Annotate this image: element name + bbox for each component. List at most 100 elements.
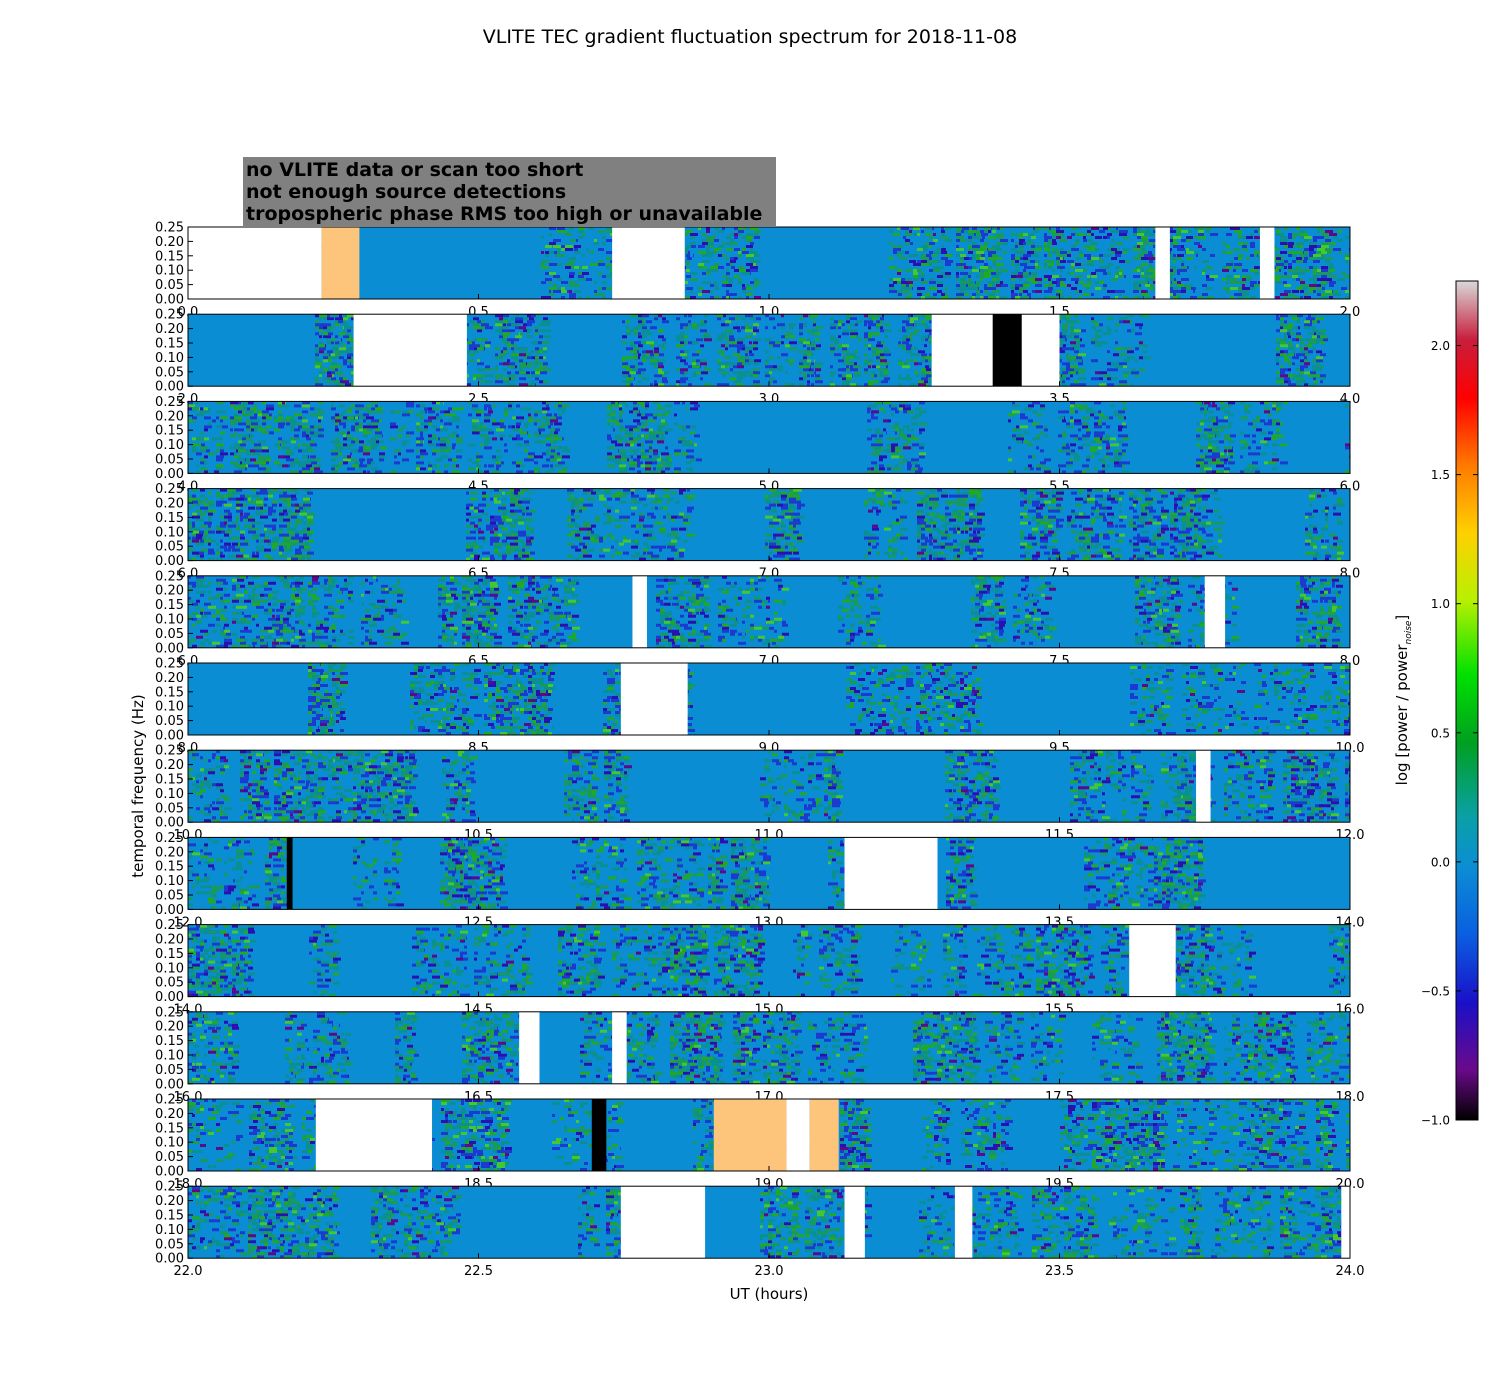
colorbar-tick-label: −1.0 bbox=[1421, 1114, 1450, 1128]
colorbar-tick-label: 0.0 bbox=[1431, 855, 1450, 869]
y-tick-label: 0.10 bbox=[155, 787, 184, 802]
colorbar-label-main: log [power / power bbox=[1393, 644, 1411, 786]
y-tick-label: 0.25 bbox=[155, 831, 184, 846]
spectrum-texture bbox=[188, 401, 1350, 474]
spectrum-texture bbox=[315, 314, 1327, 387]
y-tick-label: 0.20 bbox=[155, 933, 184, 948]
y-tick-label: 0.00 bbox=[155, 1252, 184, 1267]
y-tick-label: 0.00 bbox=[155, 641, 184, 656]
y-tick-label: 0.20 bbox=[155, 758, 184, 773]
no-data-flag bbox=[1155, 227, 1170, 299]
spectrum-texture bbox=[188, 488, 1342, 561]
y-tick-label: 0.05 bbox=[155, 278, 184, 293]
x-tick-label: 24.0 bbox=[1336, 1264, 1365, 1279]
spectrum-texture bbox=[188, 488, 1337, 561]
y-tick-label: 0.20 bbox=[155, 497, 184, 512]
colorbar-tick-label: 1.0 bbox=[1431, 597, 1450, 611]
y-tick-label: 0.25 bbox=[155, 308, 184, 323]
colorbar-tick-label: −0.5 bbox=[1421, 984, 1450, 998]
y-axis-label: temporal frequency (Hz) bbox=[129, 694, 147, 878]
no-data-flag bbox=[612, 1011, 627, 1084]
spectrum-heatmap bbox=[188, 575, 1350, 648]
spectrum-panel: 0.000.050.100.150.200.256.0 6.5 7.0 7.5 8.0 bbox=[155, 482, 1360, 581]
no-data-flag bbox=[315, 1099, 433, 1171]
y-tick-label: 0.20 bbox=[155, 1107, 184, 1122]
y-tick-label: 0.10 bbox=[155, 961, 184, 976]
y-tick-label: 0.10 bbox=[155, 1049, 184, 1064]
x-tick-label: 22.0 bbox=[174, 1264, 203, 1279]
y-tick-label: 0.10 bbox=[155, 1223, 184, 1238]
y-tick-label: 0.05 bbox=[155, 976, 184, 991]
spectrum-texture bbox=[312, 227, 1350, 299]
y-tick-label: 0.00 bbox=[155, 293, 184, 308]
y-tick-label: 0.20 bbox=[155, 671, 184, 686]
spectrum-heatmap bbox=[188, 314, 1350, 387]
spectrum-heatmap bbox=[188, 1186, 1350, 1259]
spectrum-texture bbox=[188, 488, 1343, 561]
no-data-flag bbox=[844, 837, 938, 910]
y-tick-label: 0.00 bbox=[155, 554, 184, 569]
x-tick-label: 22.5 bbox=[464, 1264, 493, 1279]
colorbar-tick-label: 0.5 bbox=[1431, 726, 1450, 740]
x-tick-label: 23.0 bbox=[755, 1264, 784, 1279]
y-tick-label: 0.25 bbox=[155, 482, 184, 497]
spectrum-texture bbox=[308, 227, 1342, 299]
spectrum-texture bbox=[200, 1011, 1350, 1084]
spectrum-heatmap bbox=[188, 837, 1350, 910]
spectrum-texture bbox=[269, 837, 1203, 910]
legend-no-detections-text: not enough source detections bbox=[246, 181, 566, 203]
spectrum-texture bbox=[312, 227, 1333, 299]
panels-group: 0.000.050.100.150.200.250.0 0.5 1.0 1.5 2.00… bbox=[155, 221, 1364, 1280]
spectrum-heatmap bbox=[188, 663, 1350, 735]
tropospheric-flag bbox=[321, 227, 360, 299]
colorbar-label-close: ] bbox=[1393, 615, 1411, 621]
y-tick-label: 0.00 bbox=[155, 816, 184, 831]
spectrum-panel: 0.000.050.100.150.200.252.0 2.5 3.0 3.5 4.0 bbox=[155, 308, 1360, 408]
no-data-flag bbox=[1341, 1186, 1350, 1259]
no-detections-flag bbox=[286, 837, 293, 910]
colorbar-tick-label: 1.5 bbox=[1431, 468, 1450, 482]
spectrum-heatmap bbox=[188, 488, 1350, 561]
y-tick-label: 0.05 bbox=[155, 801, 184, 816]
spectrum-texture bbox=[192, 1099, 1339, 1171]
y-tick-label: 0.05 bbox=[155, 714, 184, 729]
flag-legend: no VLITE data or scan too short not enou… bbox=[243, 157, 776, 226]
y-tick-label: 0.05 bbox=[155, 365, 184, 380]
legend-tropospheric-text: tropospheric phase RMS too high or unava… bbox=[246, 203, 762, 225]
y-tick-label: 0.15 bbox=[155, 511, 184, 526]
spectrum-panel: 0.000.050.100.150.200.258.0 8.5 9.0 9.5 10.0 bbox=[155, 657, 1364, 757]
y-tick-label: 0.20 bbox=[155, 584, 184, 599]
y-tick-label: 0.15 bbox=[155, 1209, 184, 1224]
y-tick-label: 0.05 bbox=[155, 453, 184, 468]
y-tick-label: 0.00 bbox=[155, 380, 184, 395]
y-tick-label: 0.05 bbox=[155, 1063, 184, 1078]
y-tick-label: 0.20 bbox=[155, 235, 184, 250]
spectrum-texture bbox=[192, 401, 1280, 474]
y-tick-label: 0.05 bbox=[155, 627, 184, 642]
no-data-flag bbox=[1259, 227, 1275, 299]
spectrum-texture bbox=[188, 750, 1328, 823]
colorbar-label-sub: noise bbox=[1404, 620, 1414, 644]
x-axis-label: UT (hours) bbox=[730, 1285, 809, 1303]
no-data-flag bbox=[519, 1011, 540, 1084]
no-data-flag bbox=[620, 1186, 706, 1259]
colorbar-label: log [power / powernoise] bbox=[1393, 615, 1414, 786]
y-tick-label: 0.15 bbox=[155, 598, 184, 613]
no-data-flag bbox=[620, 663, 688, 735]
y-tick-label: 0.15 bbox=[155, 424, 184, 439]
y-tick-label: 0.15 bbox=[155, 685, 184, 700]
y-tick-label: 0.05 bbox=[155, 1150, 184, 1165]
y-tick-label: 0.05 bbox=[155, 889, 184, 904]
y-tick-label: 0.15 bbox=[155, 1121, 184, 1136]
spectrum-heatmap bbox=[188, 924, 1350, 997]
y-tick-label: 0.25 bbox=[155, 395, 184, 410]
no-detections-flag bbox=[992, 314, 1022, 387]
spectrum-background bbox=[188, 663, 1350, 735]
y-tick-label: 0.25 bbox=[155, 744, 184, 759]
no-data-flag bbox=[786, 1099, 810, 1171]
y-tick-label: 0.15 bbox=[155, 860, 184, 875]
no-data-flag bbox=[844, 1186, 865, 1259]
